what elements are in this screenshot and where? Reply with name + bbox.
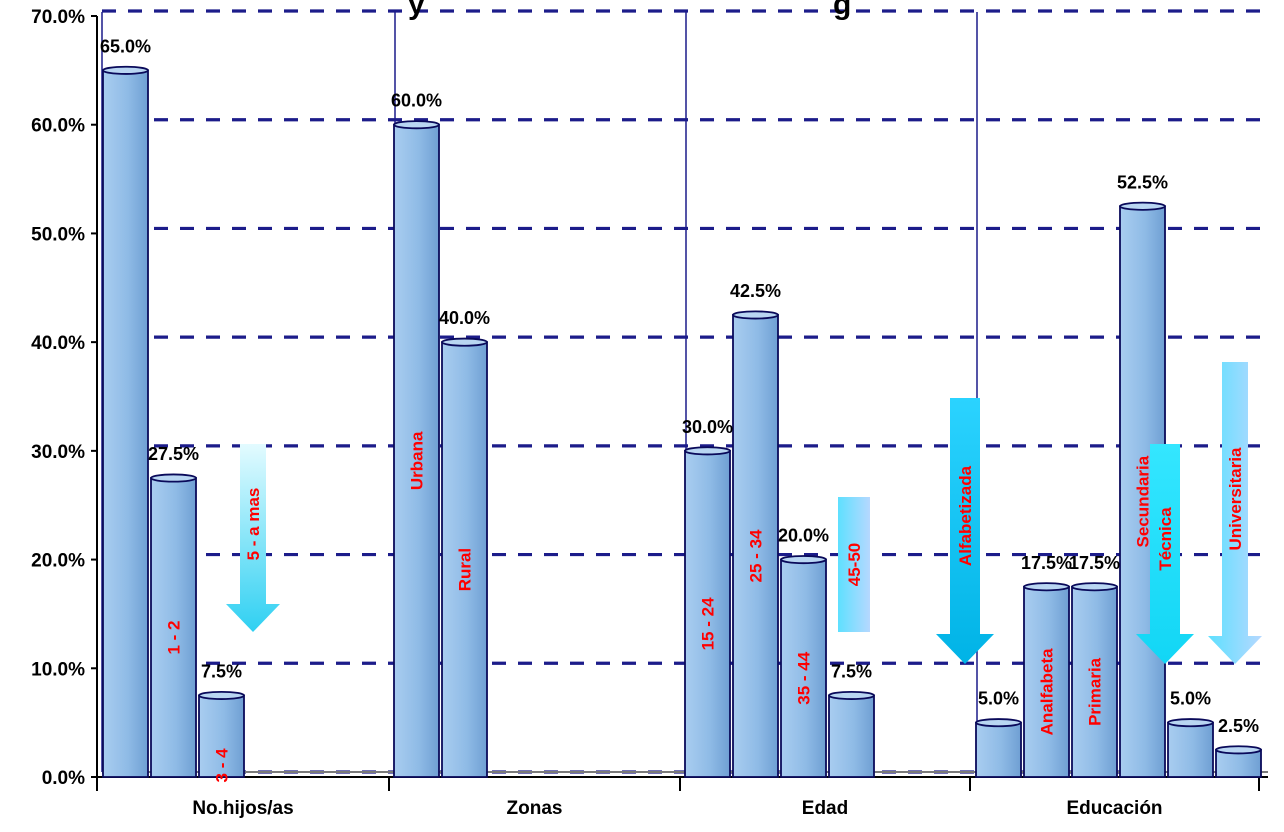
title-fragment-g: g [833,0,851,21]
bar [393,123,440,778]
bar-value-label: 17.5% [1021,553,1072,573]
bar-category-label: 3 - 4 [213,748,232,783]
bar-category-label: 15 - 24 [699,597,718,650]
x-category-label: Educación [1066,798,1162,819]
bar [441,341,488,778]
bar [1167,721,1214,778]
bar-cap [684,446,731,456]
bar-category-label: Urbana [408,431,427,490]
bar-cap [1119,201,1166,211]
bar-category-label: Primaria [1086,657,1105,726]
bar-cap [732,310,779,320]
arrow-label: 45-50 [845,543,864,586]
bar-category-label: 25 - 34 [747,529,766,582]
bar-value-label: 40.0% [439,308,490,328]
bar [975,721,1022,778]
bar-cap [828,690,875,700]
y-tick-label: 60.0% [31,116,85,137]
bar [828,694,875,778]
down-arrow-shape [1208,362,1262,664]
x-category-label: Edad [802,798,848,819]
y-tick-label: 50.0% [31,224,85,245]
down-arrow-shape [1136,444,1194,664]
x-category-label: Zonas [507,798,563,819]
y-tick-label: 0.0% [42,768,85,789]
down-arrow-shape [936,398,994,664]
bar-value-label: 42.5% [730,281,781,301]
bar-cap [975,718,1022,728]
down-arrow-shape [838,497,870,632]
bar-cap [150,473,197,483]
y-axis: 0.0% 10.0% 20.0% 30.0% 40.0% 50.0% 60.0% 70.0% N… [31,7,1268,819]
bar-value-label: 17.5% [1069,553,1120,573]
y-tick-label: 30.0% [31,442,85,463]
arrow-label: 5 - a mas [244,488,263,561]
bar-cap [780,555,827,565]
arrow-label: Universitaria [1226,447,1245,551]
bar [102,69,149,778]
down-arrow-shape [226,444,280,632]
bar-cap [441,337,488,347]
y-tick-label: 70.0% [31,7,85,28]
bar-cap [1167,718,1214,728]
bar-value-label: 2.5% [1218,716,1259,736]
y-tick-label: 10.0% [31,659,85,680]
bar-value-label: 20.0% [778,526,829,546]
bar-cap [198,690,245,700]
bar-cap [1071,582,1118,592]
x-category-label: No.hijos/as [192,798,293,819]
bar-cap [1215,745,1262,755]
bar [198,694,245,778]
arrow-label: Técnica [1156,507,1175,571]
bar [732,314,779,778]
bar-category-label: 1 - 2 [165,621,184,655]
bar-value-label: 5.0% [1170,689,1211,709]
bar-category-label: Rural [456,548,475,591]
bar-value-label: 7.5% [831,661,872,681]
y-tick-label: 20.0% [31,551,85,572]
bar [150,477,197,778]
bar-cap [393,120,440,130]
bar-value-label: 65.0% [100,36,151,56]
bar-cap [102,65,149,75]
bar-value-label: 7.5% [201,661,242,681]
y-tick-label: 40.0% [31,333,85,354]
bar-category-label: Secundaria [1134,455,1153,547]
arrow-label: Alfabetizada [956,465,975,566]
bar-value-label: 5.0% [978,689,1019,709]
bar-value-label: 30.0% [682,417,733,437]
bar-category-label: 35 - 44 [795,651,814,704]
bar-value-label: 52.5% [1117,172,1168,192]
bar-value-label: 60.0% [391,91,442,111]
title-fragment-y: y [408,0,425,21]
labels: 65.0% 27.5% 1 - 2 7.5% 3 - 4 60.0% Urbana 40.0%… [100,36,1259,782]
bar [684,449,731,778]
bar-value-label: 27.5% [148,444,199,464]
bar-cap [1023,582,1070,592]
bar-category-label: Analfabeta [1038,648,1057,735]
bar [1023,585,1070,778]
arrows [226,362,1262,664]
